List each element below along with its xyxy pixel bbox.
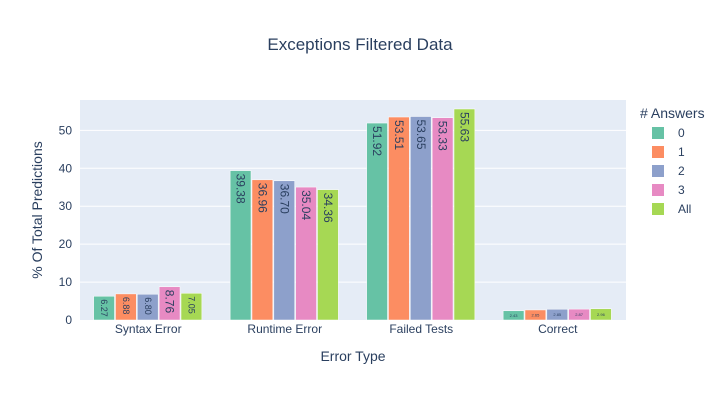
bar-value-label: 51.92 (370, 126, 384, 156)
bar (431, 117, 454, 321)
bar-value-label: 36.96 (255, 183, 269, 213)
bar (295, 186, 317, 321)
bar-value-label: 6.88 (121, 297, 131, 315)
bar-value-label: 2.43 (510, 313, 519, 318)
bar-value-label: 35.04 (299, 190, 313, 220)
bar-value-label: 6.27 (99, 299, 109, 317)
bar-value-label: 36.70 (277, 184, 291, 214)
y-axis-title: % Of Total Predictions (29, 141, 45, 278)
bar (568, 308, 590, 321)
bar-value-label: 2.65 (532, 312, 541, 317)
y-tick-label: 20 (59, 237, 73, 251)
legend-label: 2 (678, 164, 685, 178)
bar (453, 108, 476, 321)
bar-value-label: 53.51 (392, 120, 406, 150)
x-tick-label: Failed Tests (389, 322, 453, 336)
bar (180, 293, 203, 321)
bar (158, 286, 181, 321)
bar (115, 293, 137, 321)
bars-group (93, 108, 612, 321)
bar (251, 179, 274, 321)
bar-value-label: 55.63 (457, 112, 471, 142)
legend-label: 3 (678, 183, 685, 197)
legend-label: 1 (678, 145, 685, 159)
bar (137, 293, 159, 321)
bar (590, 308, 612, 321)
legend-swatch (652, 184, 664, 196)
x-axis-title: Error Type (320, 348, 385, 364)
bar (410, 116, 432, 321)
bar-labels-group: 6.27 6.88 6.80 8.76 7.05 39.38 36.96 36.70 35.04… (99, 112, 606, 318)
bar (229, 170, 252, 321)
legend-label: All (678, 202, 691, 216)
bar-value-label: 2.96 (597, 312, 606, 317)
y-tick-label: 30 (59, 199, 73, 213)
legend-swatch (652, 203, 664, 215)
bar-value-label: 53.65 (414, 120, 428, 150)
bar (546, 308, 568, 321)
y-tick-label: 0 (65, 313, 72, 327)
legend-label: 0 (678, 126, 685, 140)
x-tick-labels: Syntax Error Runtime Error Failed Tests Cor… (115, 322, 578, 336)
legend-swatch (652, 127, 664, 139)
chart-title: Exceptions Filtered Data (267, 35, 453, 54)
bar-value-label: 53.33 (436, 121, 450, 151)
bar (524, 309, 547, 321)
legend-swatch (652, 146, 664, 158)
bar-value-label: 39.38 (234, 174, 248, 204)
bar-value-label: 6.80 (143, 297, 153, 315)
bar-value-label: 2.87 (575, 312, 584, 317)
bar (317, 189, 339, 321)
y-tick-labels: 0 10 20 30 40 50 (59, 123, 73, 327)
x-tick-label: Syntax Error (115, 322, 182, 336)
bar (273, 180, 295, 321)
bar-value-label: 34.36 (321, 193, 335, 223)
x-tick-label: Correct (538, 322, 578, 336)
plot-area (80, 100, 626, 320)
y-tick-label: 40 (59, 161, 73, 175)
bar (388, 116, 410, 321)
bar (502, 310, 525, 321)
legend-swatch (652, 165, 664, 177)
bar-value-label: 7.05 (186, 296, 196, 314)
legend-title: # Answers (640, 105, 705, 121)
bar-value-label: 8.76 (163, 290, 177, 314)
bar (93, 295, 115, 321)
y-tick-label: 10 (59, 275, 73, 289)
bar (366, 122, 388, 321)
grid-lines (80, 129, 626, 283)
y-tick-label: 50 (59, 123, 73, 137)
x-tick-label: Runtime Error (247, 322, 322, 336)
bar-value-label: 2.85 (553, 312, 562, 317)
legend: # Answers 0 1 2 3 All (640, 105, 705, 216)
